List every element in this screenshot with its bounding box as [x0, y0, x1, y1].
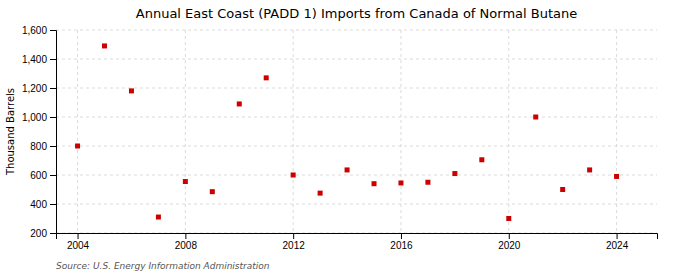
tick-label: 800	[30, 141, 47, 152]
grid-line-y	[56, 88, 657, 89]
tick-label: 2020	[498, 240, 521, 251]
y-axis-label: Thousand Barrels	[5, 88, 16, 176]
grid-line-y	[56, 117, 657, 118]
tick-mark	[401, 233, 402, 239]
point	[452, 171, 457, 176]
tick-label: 1,000	[22, 112, 47, 123]
tick-mark	[293, 233, 294, 239]
tick-mark	[185, 233, 186, 239]
tick-mark	[50, 233, 56, 234]
tick-mark	[50, 59, 56, 60]
tick-label: 2024	[606, 240, 629, 251]
point	[75, 144, 80, 149]
point	[614, 174, 619, 179]
point	[318, 191, 323, 196]
grid	[56, 30, 657, 233]
tick: 600	[30, 170, 56, 181]
title: Annual East Coast (PADD 1) Imports from …	[136, 6, 577, 21]
point	[156, 215, 161, 220]
tick-mark	[50, 175, 56, 176]
tick: 400	[30, 199, 56, 210]
grid-line-x	[508, 30, 509, 233]
tick-mark	[50, 30, 56, 31]
point	[237, 101, 242, 106]
points	[75, 43, 619, 221]
tick-label: 400	[30, 199, 47, 210]
grid-line-y	[56, 30, 657, 31]
x-axis: 2004 2008 2012 2016 2020 2024	[57, 233, 658, 251]
tick: 2008	[175, 233, 198, 251]
grid-line-y	[56, 59, 657, 60]
point	[479, 157, 484, 162]
point	[372, 181, 377, 186]
source-note: Source: U.S. Energy Information Administ…	[56, 261, 270, 271]
tick-mark	[50, 117, 56, 118]
tick-label: 2008	[175, 240, 198, 251]
tick-mark	[50, 146, 56, 147]
grid-line-y	[56, 204, 657, 205]
grid-line-x	[616, 30, 617, 233]
grid-line-y	[56, 175, 657, 176]
y-axis: 200 400 600 800 1,000 1,200 1,400 1,600	[22, 25, 57, 239]
chart: 2004 2008 2012 2016 2020 2024 200 400 600 800 1,00…	[0, 0, 675, 275]
point	[560, 187, 565, 192]
tick-label: 2016	[390, 240, 413, 251]
grid-line-x	[293, 30, 294, 233]
tick: 800	[30, 141, 56, 152]
tick-mark	[509, 233, 510, 239]
grid-line-y	[56, 146, 657, 147]
tick-mark	[78, 233, 79, 239]
tick-label: 1,400	[22, 54, 47, 65]
point	[102, 43, 107, 48]
grid-line-x	[77, 30, 78, 233]
tick: 2016	[390, 233, 413, 251]
axis-line	[57, 234, 658, 240]
point	[425, 180, 430, 185]
tick: 1,200	[22, 83, 56, 94]
tick: 2004	[67, 233, 90, 251]
tick-label: 1,200	[22, 83, 47, 94]
plot-area: 2004 2008 2012 2016 2020 2024 200 400 600 800 1,00…	[22, 25, 658, 251]
tick-label: 1,600	[22, 25, 47, 36]
tick-label: 200	[30, 228, 47, 239]
tick-mark	[50, 204, 56, 205]
tick: 200	[30, 228, 56, 239]
grid-line-x	[185, 30, 186, 233]
tick-label: 2012	[283, 240, 306, 251]
point	[506, 216, 511, 221]
point	[587, 167, 592, 172]
point	[291, 173, 296, 178]
tick-mark	[617, 233, 618, 239]
tick: 2012	[283, 233, 306, 251]
point	[345, 167, 350, 172]
point	[398, 180, 403, 185]
tick: 1,000	[22, 112, 56, 123]
tick: 1,400	[22, 54, 56, 65]
point	[210, 189, 215, 194]
point	[533, 115, 538, 120]
axis-line	[50, 31, 57, 234]
point	[183, 179, 188, 184]
tick-label: 2004	[67, 240, 90, 251]
grid-line-x	[400, 30, 401, 233]
tick: 1,600	[22, 25, 56, 36]
tick-label: 600	[30, 170, 47, 181]
tick: 2024	[606, 233, 629, 251]
point	[129, 88, 134, 93]
tick-mark	[50, 88, 56, 89]
point	[264, 75, 269, 80]
tick: 2020	[498, 233, 521, 251]
